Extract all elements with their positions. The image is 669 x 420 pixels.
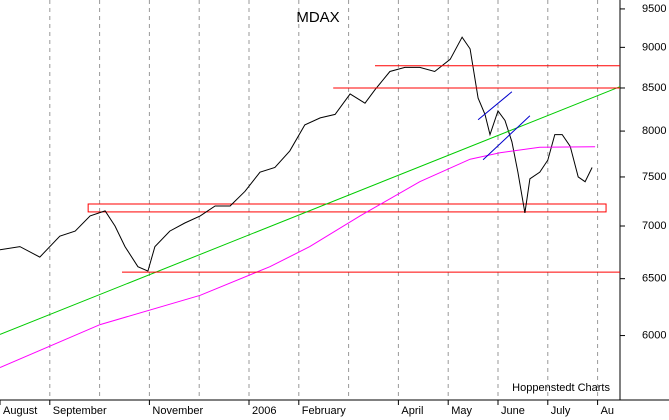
x-tick-label: April [401, 405, 423, 417]
series-line [477, 91, 513, 121]
x-tick-label: February [302, 405, 347, 417]
x-tick-label: 2006 [252, 405, 276, 417]
x-tick-label: September [53, 405, 107, 417]
y-tick-label: 9500 [642, 3, 666, 15]
series-line [0, 36, 593, 272]
y-tick-label: 6500 [642, 273, 666, 285]
x-tick-label: June [501, 405, 525, 417]
series-line [0, 146, 596, 368]
x-tick-label: July [551, 405, 571, 417]
x-tick-label: May [451, 405, 472, 417]
y-tick-label: 6000 [642, 329, 666, 341]
x-tick-label: August [3, 405, 37, 417]
y-tick-label: 7000 [642, 220, 666, 232]
y-tick-label: 8500 [642, 82, 666, 94]
annotation: Hoppenstedt Charts [512, 382, 610, 394]
x-tick-label: Au [601, 405, 614, 417]
series-line [482, 115, 531, 161]
y-tick-label: 8000 [642, 125, 666, 137]
chart-title: MDAX [296, 9, 339, 26]
y-tick-label: 7500 [642, 171, 666, 183]
range-box [87, 203, 607, 213]
x-tick-label: November [152, 405, 203, 417]
y-tick-label: 9000 [642, 41, 666, 53]
